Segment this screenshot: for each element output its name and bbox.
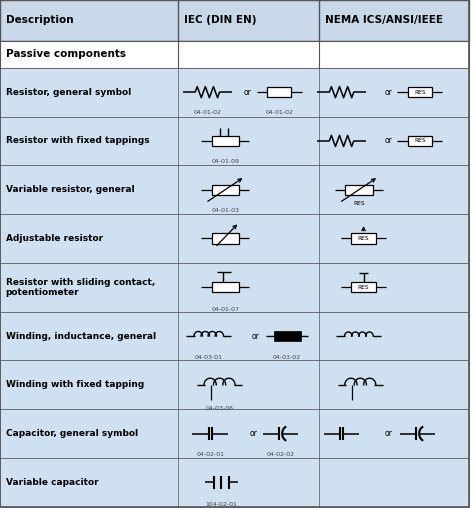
Bar <box>0 409 469 458</box>
Text: or: or <box>252 332 260 340</box>
Text: RES: RES <box>358 236 369 241</box>
Text: RES: RES <box>414 138 426 143</box>
Text: Resistor, general symbol: Resistor, general symbol <box>6 88 131 97</box>
Bar <box>211 282 239 292</box>
Text: or: or <box>384 137 392 145</box>
Text: or: or <box>249 429 257 438</box>
Bar <box>351 282 376 292</box>
Text: 04-01-02: 04-01-02 <box>193 110 221 115</box>
Text: Winding with fixed tapping: Winding with fixed tapping <box>6 380 144 389</box>
Text: RES: RES <box>414 89 426 94</box>
Bar <box>211 233 239 243</box>
Text: 04-03-06: 04-03-06 <box>206 406 234 411</box>
Text: Variable resistor, general: Variable resistor, general <box>6 185 134 194</box>
Text: Winding, inductance, general: Winding, inductance, general <box>6 332 156 340</box>
Text: Resistor with sliding contact,
potentiometer: Resistor with sliding contact, potentiom… <box>6 277 155 297</box>
Bar <box>0 165 469 214</box>
Bar <box>0 0 469 41</box>
Text: RES: RES <box>353 201 365 206</box>
Text: 04-02-01: 04-02-01 <box>196 452 224 457</box>
Bar <box>0 116 469 165</box>
Text: Capacitor, general symbol: Capacitor, general symbol <box>6 429 138 438</box>
Bar <box>0 311 469 361</box>
Text: Description: Description <box>6 15 73 25</box>
Text: 04-01-07: 04-01-07 <box>211 307 239 312</box>
Text: Variable capacitor: Variable capacitor <box>6 478 98 487</box>
Text: Adjustable resistor: Adjustable resistor <box>6 234 103 243</box>
Bar <box>408 87 432 97</box>
Bar <box>0 263 469 311</box>
Text: 04-01-02: 04-01-02 <box>265 110 293 115</box>
Bar <box>273 331 301 341</box>
Bar <box>351 233 376 243</box>
Bar <box>0 458 469 507</box>
Text: RES: RES <box>358 285 369 290</box>
Text: Resistor with fixed tappings: Resistor with fixed tappings <box>6 137 149 145</box>
Bar <box>0 361 469 409</box>
Text: Passive components: Passive components <box>6 49 126 59</box>
Text: or: or <box>244 88 252 97</box>
Bar <box>408 136 432 146</box>
Text: NEMA ICS/ANSI/IEEE: NEMA ICS/ANSI/IEEE <box>325 15 443 25</box>
Bar <box>267 87 292 97</box>
Bar <box>211 184 239 195</box>
Bar <box>0 68 469 116</box>
Text: IEC (DIN EN): IEC (DIN EN) <box>184 15 256 25</box>
Bar <box>345 184 373 195</box>
Text: 04-01-03: 04-01-03 <box>211 208 239 213</box>
Bar <box>211 136 239 146</box>
Text: 04-01-09: 04-01-09 <box>211 160 239 165</box>
Bar <box>0 214 469 263</box>
Text: 04-03-02: 04-03-02 <box>273 355 301 360</box>
Text: or: or <box>384 429 392 438</box>
Text: 104-02-01: 104-02-01 <box>206 502 237 507</box>
Text: 04-03-01: 04-03-01 <box>195 355 223 360</box>
Text: or: or <box>384 88 392 97</box>
Bar <box>0 41 469 68</box>
Text: 04-02-02: 04-02-02 <box>266 452 295 457</box>
